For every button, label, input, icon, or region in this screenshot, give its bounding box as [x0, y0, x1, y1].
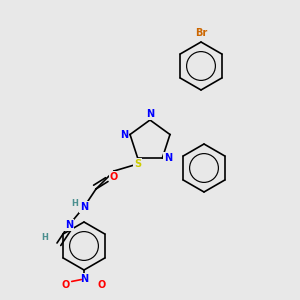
- Text: H: H: [72, 200, 78, 208]
- Text: N: N: [80, 274, 88, 284]
- Text: N: N: [120, 130, 128, 140]
- Text: S: S: [134, 159, 141, 169]
- Text: N: N: [65, 220, 73, 230]
- Text: H: H: [42, 232, 48, 242]
- Text: N: N: [164, 153, 172, 163]
- Text: Br: Br: [195, 28, 207, 38]
- Text: N: N: [80, 202, 88, 212]
- Text: O: O: [98, 280, 106, 290]
- Text: O: O: [110, 172, 118, 182]
- Text: N: N: [146, 109, 154, 119]
- Text: O: O: [62, 280, 70, 290]
